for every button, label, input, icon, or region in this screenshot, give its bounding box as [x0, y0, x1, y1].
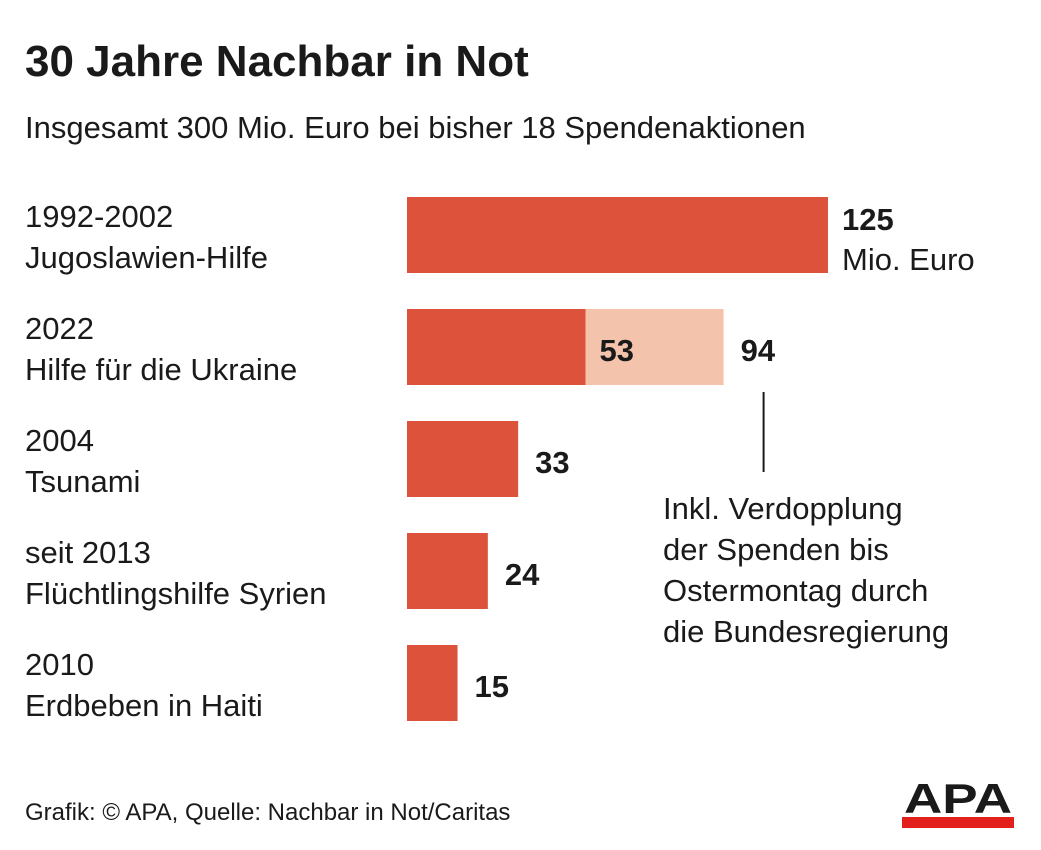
bar-segment	[407, 309, 586, 385]
value-label: 24	[505, 557, 540, 592]
annotation-text-line: die Bundesregierung	[663, 614, 949, 649]
category-label-line2: Tsunami	[25, 464, 140, 499]
category-label-line1: 2022	[25, 311, 94, 346]
segment-value-label: 53	[600, 333, 634, 368]
apa-logo-text: APA	[904, 780, 1012, 822]
annotation-text-line: der Spenden bis	[663, 532, 889, 567]
value-label: 125	[842, 202, 894, 237]
category-label-line2: Jugoslawien-Hilfe	[25, 240, 268, 275]
annotation-text-line: Inkl. Verdopplung	[663, 491, 903, 526]
category-label-line1: seit 2013	[25, 535, 151, 570]
chart-title: 30 Jahre Nachbar in Not	[25, 37, 529, 86]
value-label: 94	[741, 333, 776, 368]
bar-segment	[407, 197, 828, 273]
annotation-text-line: Ostermontag durch	[663, 573, 928, 608]
bar-chart: 1992-2002 Jugoslawien-Hilfe 125 Mio. Euro 20…	[25, 197, 975, 723]
category-label-line1: 2004	[25, 423, 94, 458]
category-label-line2: Erdbeben in Haiti	[25, 688, 263, 723]
category-label-line2: Hilfe für die Ukraine	[25, 352, 297, 387]
bar-segment	[407, 533, 488, 609]
apa-logo: APA	[902, 780, 1014, 828]
bar-segment	[407, 645, 458, 721]
source-note: Grafik: © APA, Quelle: Nachbar in Not/Ca…	[25, 799, 511, 826]
value-label: 33	[535, 445, 569, 480]
bar-segment	[407, 421, 519, 497]
unit-label: Mio. Euro	[842, 242, 975, 277]
category-label-line1: 2010	[25, 647, 94, 682]
value-label: 15	[475, 669, 509, 704]
category-label-line2: Flüchtlingshilfe Syrien	[25, 576, 327, 611]
apa-logo-bar	[902, 817, 1014, 828]
chart-subtitle: Insgesamt 300 Mio. Euro bei bisher 18 Sp…	[25, 110, 806, 145]
category-label-line1: 1992-2002	[25, 199, 173, 234]
bar-segment	[585, 309, 724, 385]
